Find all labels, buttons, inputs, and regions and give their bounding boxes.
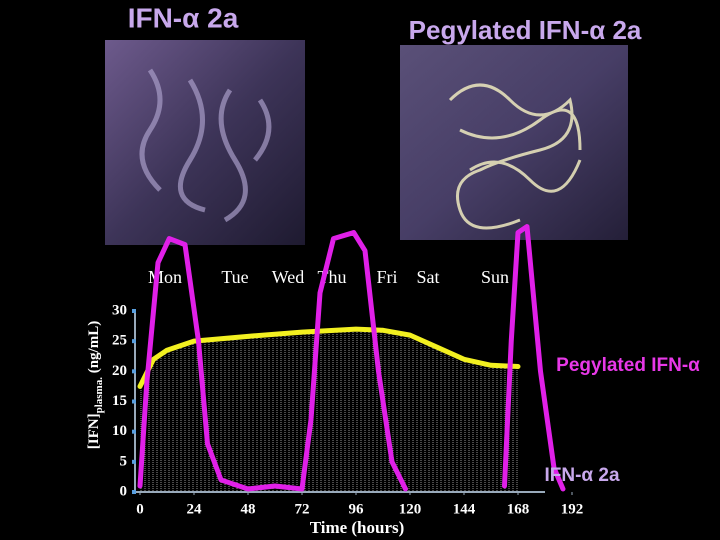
day-label: Tue [221,267,248,287]
pegylated-protein-image [400,45,628,240]
x-tick-label: 48 [241,501,256,517]
y-label-part: (ng/mL) [86,321,102,377]
y-label-part: [IFN] [86,413,102,449]
y-axis-label: [IFN]plasma. (ng/mL) [86,321,105,449]
day-label: Sat [416,267,439,287]
y-tick-mark [132,459,136,464]
area-hatch [140,329,518,492]
day-label: Sun [481,267,509,287]
x-tick-label: 144 [453,501,476,517]
y-tick-label: 25 [112,333,127,349]
x-tick-label: 0 [136,501,144,517]
y-label-sub: plasma. [93,377,105,414]
title: IFN-α 2a [128,2,239,33]
day-label: Wed [272,267,305,287]
x-tick-label: 96 [349,501,365,517]
series-label: Pegylated IFN-α [556,355,700,376]
x-tick-label: 72 [295,501,310,517]
series-label: IFN-α 2a [544,465,619,486]
title: Pegylated IFN-α 2a [409,15,642,45]
x-tick-label: 120 [399,501,422,517]
y-tick-label: 30 [112,302,127,318]
x-tick-label: 192 [561,501,584,517]
day-label: Fri [376,267,397,287]
day-label: Mon [148,267,182,287]
x-tick-label: 168 [507,501,530,517]
y-tick-label: 20 [112,363,127,379]
y-tick-mark [132,429,136,434]
y-tick-mark [132,339,136,344]
x-axis-label: Time (hours) [310,518,405,537]
y-tick-mark [132,399,136,404]
y-tick-mark [132,490,136,494]
y-tick-mark [132,369,136,374]
protein-image [105,40,305,245]
y-tick-label: 15 [112,393,127,409]
series-line [137,326,521,389]
y-tick-mark [132,309,136,313]
y-tick-label: 5 [120,453,128,469]
series-line [137,224,566,492]
y-tick-label: 10 [112,423,127,439]
x-tick-label: 24 [187,501,203,517]
y-tick-label: 0 [120,483,128,499]
